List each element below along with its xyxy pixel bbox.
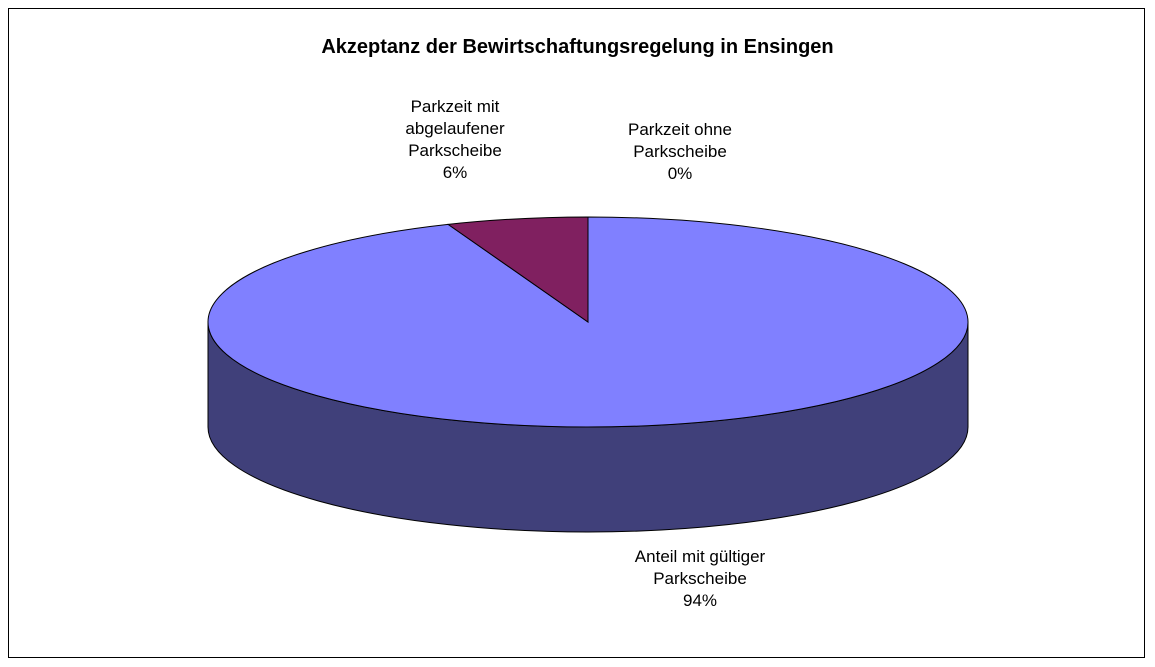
chart-title: Akzeptanz der Bewirtschaftungsregelung i… [321, 36, 834, 58]
chart-frame [8, 8, 1145, 658]
slice [446, 216, 589, 323]
slice-value-label: 0% [667, 164, 693, 183]
slice-value-label: 6% [442, 163, 468, 182]
slice-label: Anteil mit gültiger Parkscheibe [634, 547, 766, 588]
slice-value-label: 94% [682, 591, 718, 610]
slice-label: Parkzeit ohne Parkscheibe [628, 120, 732, 161]
slice-label: Parkzeit mit abgelaufener Parkscheibe [405, 97, 505, 160]
